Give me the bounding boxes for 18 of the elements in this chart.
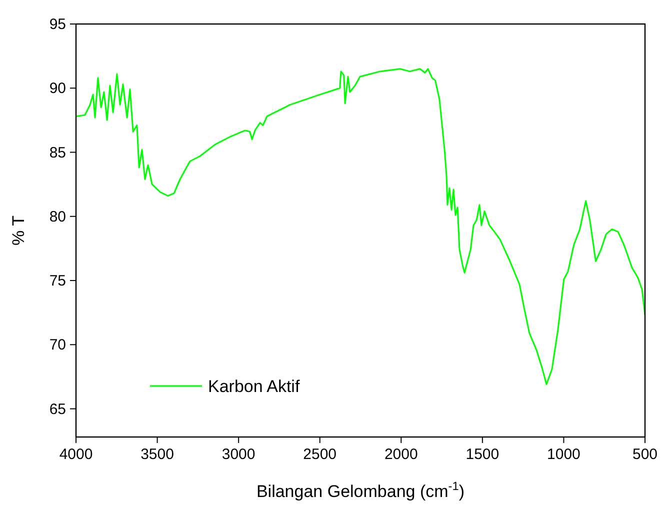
legend-label: Karbon Aktif [208, 377, 300, 396]
y-tick-label: 65 [49, 400, 66, 418]
x-tick-label: 2000 [384, 446, 418, 463]
x-tick-label: 3500 [140, 446, 174, 463]
y-tick-label: 90 [49, 80, 66, 98]
x-tick-label: 1500 [466, 446, 500, 463]
x-tick-label: 2500 [303, 446, 337, 463]
y-tick-label: 70 [49, 336, 66, 354]
y-tick-label: 80 [49, 208, 66, 226]
y-axis-title: % T [9, 216, 28, 246]
y-tick-label: 85 [49, 144, 66, 162]
x-tick-label: 3000 [222, 446, 256, 463]
y-tick-label: 95 [49, 16, 66, 33]
x-tick-label: 4000 [59, 446, 93, 463]
x-axis-title: Bilangan Gelombang (cm$^{-1}$) [256, 479, 465, 501]
y-tick-label: 75 [49, 272, 66, 290]
x-tick-label: 500 [632, 446, 658, 463]
x-tick-label: 1000 [547, 446, 580, 463]
